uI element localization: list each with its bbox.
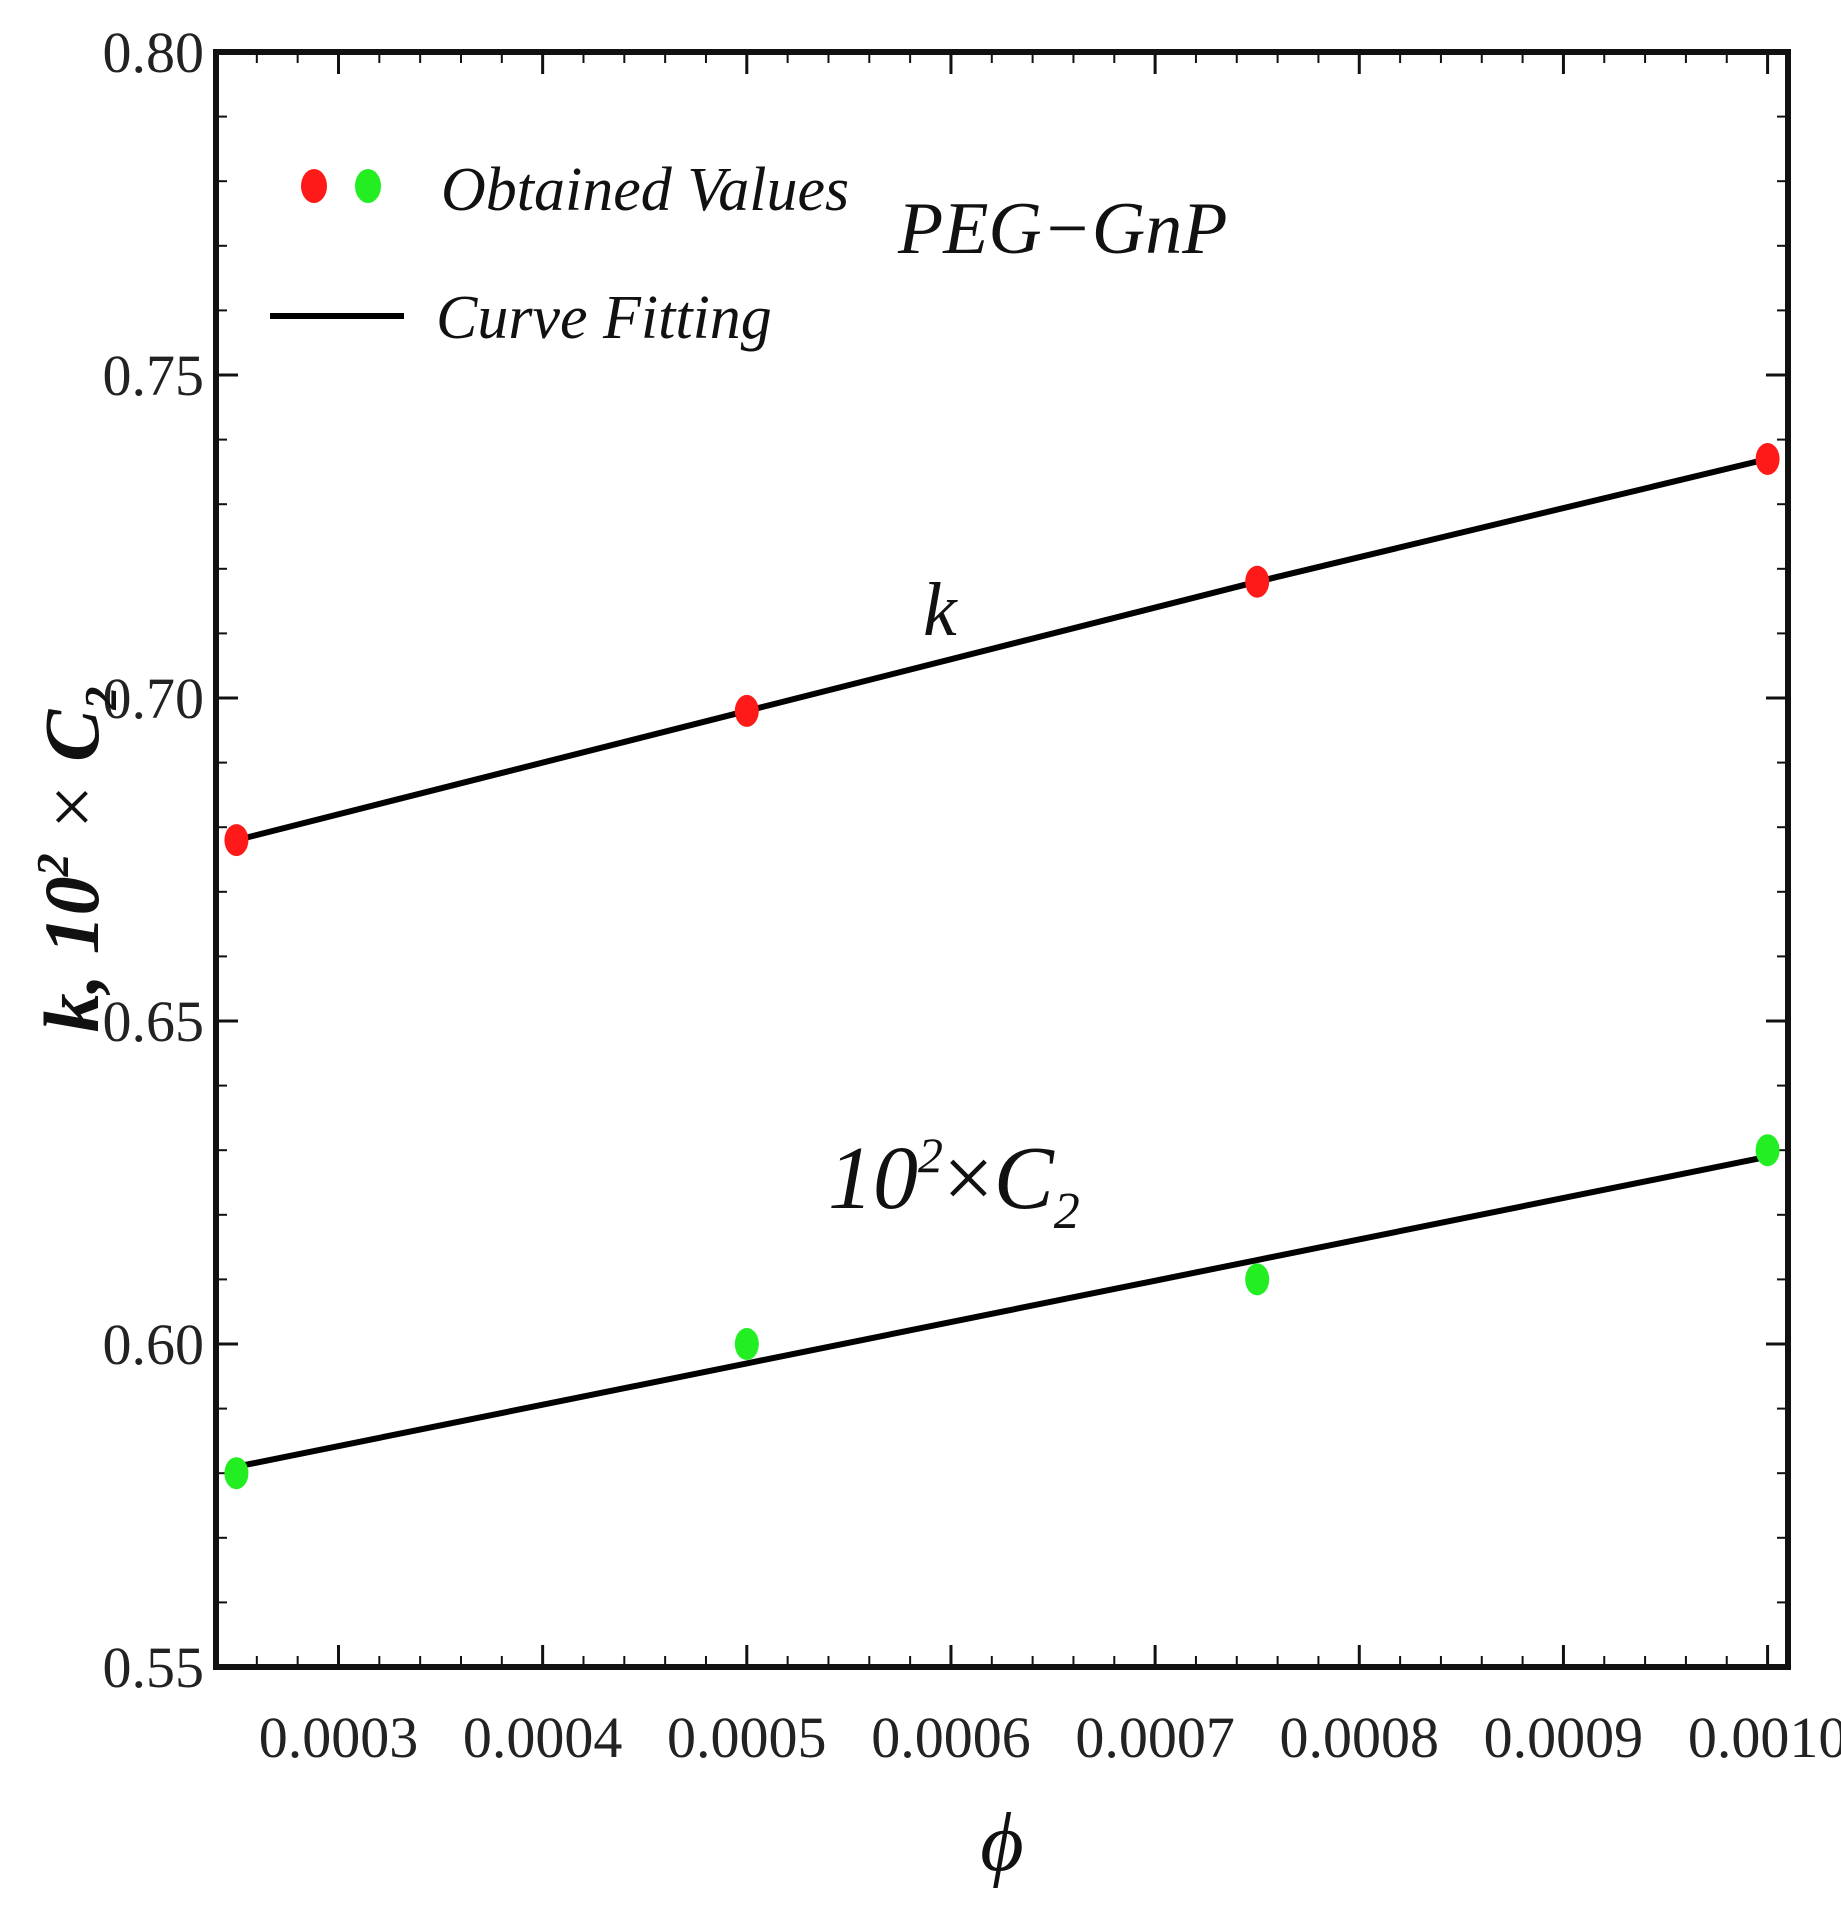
x-tick-label: 0.0008 (1280, 1705, 1440, 1770)
plot-frame (213, 49, 1791, 1670)
data-point-c2 (734, 1328, 759, 1360)
x-tick-label: 0.0007 (1075, 1705, 1235, 1770)
y-axis-title-c: C (28, 709, 115, 762)
data-point-c2 (224, 1457, 249, 1490)
y-tick-label: 0.55 (103, 1635, 205, 1700)
c2-label-var: C (994, 1129, 1055, 1228)
y-axis-title-sup: 2 (27, 853, 78, 877)
fit-line-k (235, 456, 1769, 844)
data-point-c2 (1245, 1263, 1270, 1296)
x-tick-label: 0.0010 (1688, 1705, 1841, 1770)
data-point-k (224, 824, 249, 857)
data-points (224, 442, 1780, 1490)
fit-line-c2 (235, 1153, 1769, 1470)
legend-label-obtained: Obtained Values (441, 156, 849, 224)
legend-marker-red (301, 169, 327, 203)
x-tick-label: 0.0004 (463, 1705, 623, 1770)
y-axis-title-times: × (28, 762, 115, 854)
y-tick-label: 0.75 (103, 343, 205, 408)
data-point-k (1245, 565, 1270, 598)
y-tick-label: 0.65 (103, 989, 205, 1054)
c2-label-sub: 2 (1054, 1183, 1080, 1240)
series-c2-label: 102×C2 (828, 1127, 1080, 1240)
y-tick-label: 0.70 (103, 666, 205, 731)
x-tick-label: 0.0005 (667, 1705, 827, 1770)
dataset-label: PEG−GnP (897, 188, 1227, 270)
x-axis-title: ϕ (980, 1796, 1023, 1889)
x-tick-label: 0.0003 (259, 1705, 419, 1770)
data-point-k (1755, 442, 1780, 475)
y-axis-title-part-a: k, 10 (28, 876, 115, 1032)
y-axis-title-sub: 2 (75, 687, 126, 711)
c2-label-sup: 2 (918, 1127, 943, 1183)
x-tick-label: 0.0009 (1484, 1705, 1644, 1770)
x-tick-label: 0.0006 (871, 1705, 1031, 1770)
data-point-k (734, 694, 759, 727)
fit-lines (235, 456, 1769, 1470)
legend: Obtained Values Curve Fitting (270, 156, 849, 352)
c2-label-base: 10 (828, 1129, 918, 1228)
series-k-label: k (923, 568, 958, 652)
tick-labels: 0.0003 0.0004 0.0005 0.0006 0.0007 0.0008 0.00… (103, 20, 1841, 1770)
data-point-c2 (1755, 1134, 1780, 1167)
c2-label-times: × (943, 1129, 994, 1228)
legend-label-fit: Curve Fitting (436, 284, 772, 352)
y-tick-label: 0.60 (103, 1312, 205, 1377)
y-tick-label: 0.80 (103, 20, 205, 85)
y-axis-title: k, 102 × C2 (27, 687, 126, 1033)
legend-marker-green (355, 169, 381, 203)
